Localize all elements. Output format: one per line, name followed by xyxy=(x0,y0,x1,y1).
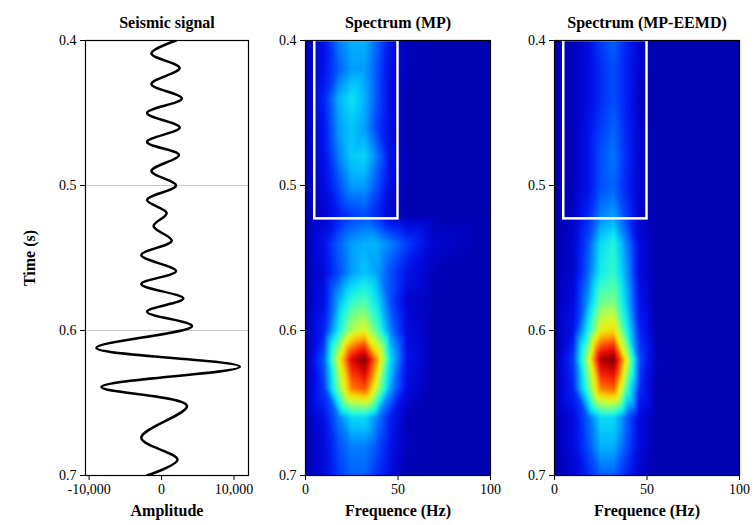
svg-text:Frequence (Hz): Frequence (Hz) xyxy=(345,502,451,520)
svg-text:0.5: 0.5 xyxy=(528,178,546,193)
svg-text:0: 0 xyxy=(551,482,558,497)
svg-text:Spectrum (MP-EEMD): Spectrum (MP-EEMD) xyxy=(567,14,727,32)
svg-text:50: 50 xyxy=(391,482,405,497)
svg-text:0.7: 0.7 xyxy=(528,468,546,483)
svg-text:0.4: 0.4 xyxy=(279,33,297,48)
svg-text:0.4: 0.4 xyxy=(528,33,546,48)
svg-text:100: 100 xyxy=(480,482,501,497)
svg-text:0.6: 0.6 xyxy=(528,323,546,338)
svg-text:0.6: 0.6 xyxy=(59,323,77,338)
svg-text:10,000: 10,000 xyxy=(215,482,254,497)
svg-text:Amplitude: Amplitude xyxy=(131,502,204,520)
svg-text:50: 50 xyxy=(640,482,654,497)
svg-text:0.7: 0.7 xyxy=(279,468,297,483)
svg-text:0.7: 0.7 xyxy=(59,468,77,483)
svg-text:0.6: 0.6 xyxy=(279,323,297,338)
svg-text:0: 0 xyxy=(302,482,309,497)
svg-text:Seismic signal: Seismic signal xyxy=(119,14,215,32)
svg-text:Frequence (Hz): Frequence (Hz) xyxy=(594,502,700,520)
svg-text:-10,000: -10,000 xyxy=(68,482,111,497)
svg-text:0.5: 0.5 xyxy=(279,178,297,193)
svg-text:100: 100 xyxy=(729,482,750,497)
svg-text:Spectrum (MP): Spectrum (MP) xyxy=(345,14,451,32)
svg-text:Time (s): Time (s) xyxy=(21,230,39,286)
svg-text:0.5: 0.5 xyxy=(59,178,77,193)
svg-text:0.4: 0.4 xyxy=(59,33,77,48)
svg-text:0: 0 xyxy=(158,482,165,497)
